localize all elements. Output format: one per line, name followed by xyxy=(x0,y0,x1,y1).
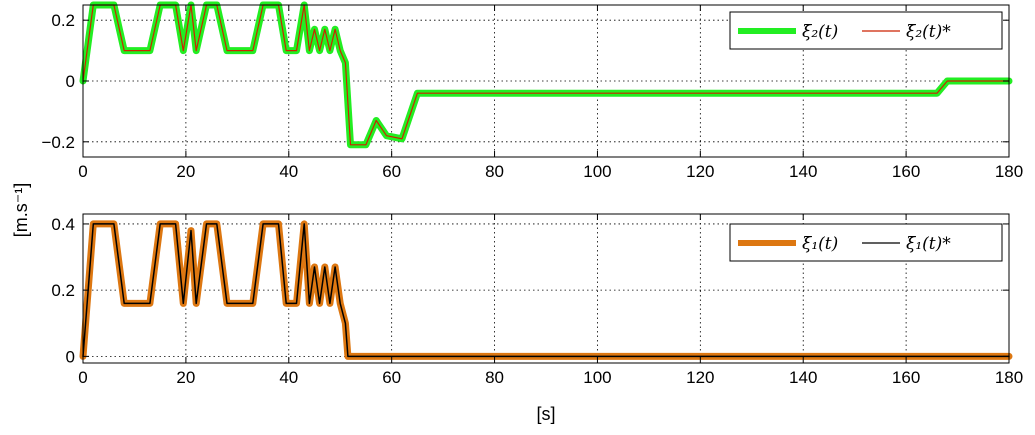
legend-label-xi2-star: ξ̇₂(t)* xyxy=(906,22,951,42)
x-axis-label: [s] xyxy=(536,404,555,424)
x-tick-label: 20 xyxy=(176,368,195,387)
series-group-bottom xyxy=(79,220,1013,360)
legend-bottom: ξ̇₁(t) ξ̇₁(t)* xyxy=(729,223,1003,262)
legend-top: ξ̇₂(t) ξ̇₂(t)* xyxy=(729,11,1003,50)
y-tick-label: 0.2 xyxy=(51,281,75,300)
series-line-bottom-reference xyxy=(82,223,1010,358)
axes-frame-bottom xyxy=(82,213,1010,364)
x-tick-label: 120 xyxy=(686,368,714,387)
legend-label-xi1: ξ̇₁(t) xyxy=(802,234,838,254)
legend-label-xi2: ξ̇₂(t) xyxy=(802,22,838,42)
x-tick-label: 160 xyxy=(892,162,920,181)
x-tick-label: 60 xyxy=(382,368,401,387)
x-tick-label: 100 xyxy=(583,368,611,387)
x-tick-label: 140 xyxy=(789,162,817,181)
grid-bottom xyxy=(83,214,1009,363)
x-tick-label: 180 xyxy=(995,162,1023,181)
grid-top xyxy=(83,5,1009,157)
x-tick-label: 180 xyxy=(995,368,1023,387)
x-tick-label: 40 xyxy=(279,162,298,181)
x-tick-label: 80 xyxy=(485,368,504,387)
y-tick-label: 0 xyxy=(66,72,75,91)
x-tick-label: 100 xyxy=(583,162,611,181)
x-tick-label: 40 xyxy=(279,368,298,387)
x-tick-label: 0 xyxy=(78,368,87,387)
y-axis-label: [m.s⁻¹] xyxy=(11,183,31,238)
x-tick-label: 160 xyxy=(892,368,920,387)
axes-bottom: 0 20 40 60 80 100 120 140 160 180 0.4 0.2 0 ξ̇₁(t) ξ… xyxy=(51,213,1023,387)
x-tick-label: 0 xyxy=(78,162,87,181)
legend-label-xi1-star: ξ̇₁(t)* xyxy=(906,234,951,254)
x-tick-label: 140 xyxy=(789,368,817,387)
x-tick-label: 80 xyxy=(485,162,504,181)
x-tick-label: 20 xyxy=(176,162,195,181)
y-tick-label: −0.2 xyxy=(41,133,75,152)
x-tick-label: 60 xyxy=(382,162,401,181)
ticks-bottom: 0 20 40 60 80 100 120 140 160 180 0.4 0.2 0 xyxy=(51,214,1023,387)
y-tick-label: 0.2 xyxy=(51,11,75,30)
x-tick-label: 120 xyxy=(686,162,714,181)
y-tick-label: 0.4 xyxy=(51,215,75,234)
y-tick-label: 0 xyxy=(66,347,75,366)
